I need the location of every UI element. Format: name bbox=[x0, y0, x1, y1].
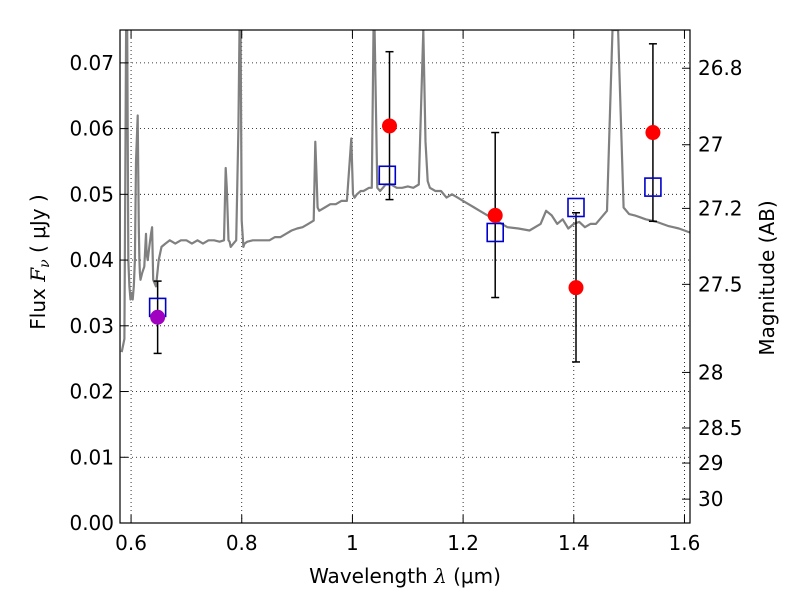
x-tick-label: 1 bbox=[346, 531, 359, 555]
y-tick-label: 0.03 bbox=[69, 314, 114, 338]
y-axis-label: Flux Fν ( μJy ) bbox=[26, 194, 53, 329]
plot-background bbox=[120, 30, 690, 523]
observed-points-layer bbox=[150, 118, 661, 325]
observed-flux-point-purple bbox=[150, 309, 166, 325]
y-tick-label: 0.02 bbox=[69, 380, 114, 404]
y-tick-label: 0.00 bbox=[69, 511, 114, 535]
plot-frame bbox=[119, 29, 691, 524]
observed-flux-point bbox=[645, 125, 661, 141]
x-tick-label: 0.8 bbox=[226, 531, 258, 555]
model-photometry-point bbox=[378, 165, 397, 186]
observed-flux-point bbox=[487, 207, 503, 223]
observed-flux-point bbox=[568, 280, 584, 296]
y2-tick-label: 28 bbox=[698, 360, 723, 384]
y2-tick-label: 29 bbox=[698, 451, 723, 475]
x-tick-label: 1.4 bbox=[558, 531, 590, 555]
y2-tick-label: 27.5 bbox=[698, 272, 743, 296]
y-tick-label: 0.01 bbox=[69, 445, 114, 469]
y2-tick-label: 26.8 bbox=[698, 56, 743, 80]
x-tick-label: 1.6 bbox=[669, 531, 701, 555]
x-tick-label: 0.6 bbox=[115, 531, 147, 555]
y2-tick-label: 30 bbox=[698, 487, 723, 511]
y2-tick-label: 27.2 bbox=[698, 196, 743, 220]
y-tick-label: 0.05 bbox=[69, 182, 114, 206]
observed-flux-point bbox=[382, 118, 398, 134]
axis-ticks bbox=[120, 30, 690, 524]
model-spectrum-line bbox=[120, 30, 690, 353]
x-axis-label: Wavelength λ (μm) bbox=[309, 564, 501, 588]
y-tick-label: 0.07 bbox=[69, 51, 114, 75]
y-tick-label: 0.06 bbox=[69, 117, 114, 141]
y2-tick-label: 27 bbox=[698, 133, 723, 157]
model-photometry-point bbox=[486, 222, 505, 243]
axis-tick-labels: 0.6 0.8 1 1.2 1.4 1.6 0.00 0.01 0.02 0.03 0.04 0.05… bbox=[69, 51, 742, 555]
model-photometry-point bbox=[567, 197, 585, 218]
y2-axis-label: Magnitude (AB) bbox=[755, 200, 779, 355]
model-spectrum-layer bbox=[120, 30, 690, 353]
y-tick-label: 0.04 bbox=[69, 248, 114, 272]
y2-tick-label: 28.5 bbox=[698, 416, 743, 440]
model-photometry-layer bbox=[148, 165, 662, 318]
x-tick-label: 1.2 bbox=[447, 531, 479, 555]
model-photometry-point bbox=[644, 177, 662, 197]
